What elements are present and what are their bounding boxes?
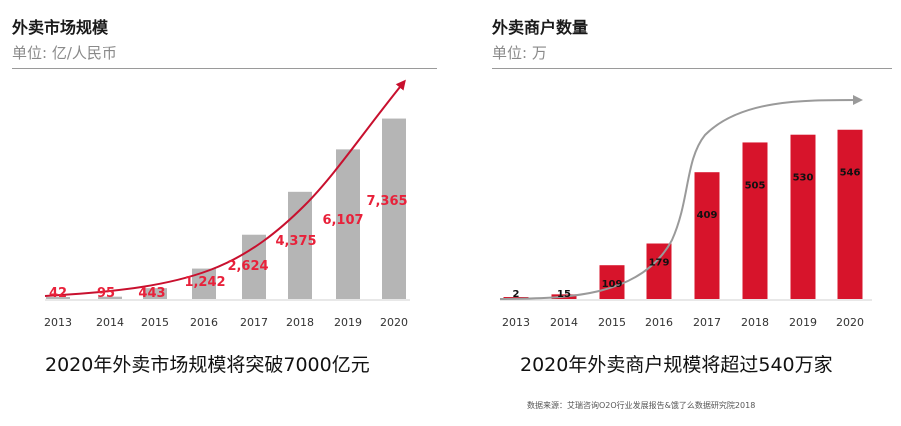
trend-arrow bbox=[499, 95, 863, 300]
value-label-2017: 2,624 bbox=[227, 259, 268, 274]
right-chart-unit: 单位: 万 bbox=[492, 44, 547, 62]
bar-2016 bbox=[646, 243, 672, 299]
right-chart-caption: 2020年外卖商户规模将超过540万家 bbox=[520, 354, 833, 376]
bar-2016 bbox=[192, 268, 216, 299]
bar-2019 bbox=[790, 134, 816, 299]
value-label-2014: 15 bbox=[557, 289, 571, 300]
bar-2018 bbox=[742, 142, 768, 299]
bar-2014 bbox=[98, 296, 122, 299]
bar-2017 bbox=[694, 172, 720, 299]
x-tick-2016: 2016 bbox=[190, 316, 218, 329]
x-tick-2014: 2014 bbox=[96, 316, 124, 329]
bar-2015 bbox=[599, 265, 625, 299]
bar-2013 bbox=[46, 297, 70, 299]
x-tick-2013: 2013 bbox=[502, 316, 530, 329]
left-bar-chart: 2013 2014 2015 2016 2017 2018 2019 2020 42 95 443 1… bbox=[44, 79, 410, 329]
value-label-2018: 505 bbox=[745, 180, 766, 191]
bar-2015 bbox=[143, 288, 167, 299]
x-tick-2016: 2016 bbox=[645, 316, 673, 329]
value-label-2019: 530 bbox=[793, 173, 814, 184]
bar-2017 bbox=[242, 234, 266, 299]
x-tick-2019: 2019 bbox=[789, 316, 817, 329]
value-label-2015: 109 bbox=[602, 279, 623, 290]
value-label-2014: 95 bbox=[97, 286, 115, 301]
value-label-2018: 4,375 bbox=[275, 234, 316, 249]
value-label-2013: 42 bbox=[49, 286, 67, 301]
left-divider bbox=[12, 68, 437, 69]
right-bar-chart: 2013 2014 2015 2016 2017 2018 2019 2020 2 15 109 17… bbox=[499, 95, 872, 329]
value-label-2019: 6,107 bbox=[322, 213, 363, 228]
value-label-2015: 443 bbox=[138, 286, 165, 301]
left-chart-title: 外卖市场规模 bbox=[12, 18, 109, 37]
left-chart-caption: 2020年外卖市场规模将突破7000亿元 bbox=[45, 354, 370, 376]
x-tick-2018: 2018 bbox=[741, 316, 769, 329]
left-chart-unit: 单位: 亿/人民币 bbox=[12, 44, 117, 62]
bar-2020 bbox=[382, 118, 406, 300]
x-tick-2020: 2020 bbox=[380, 316, 408, 329]
x-tick-2015: 2015 bbox=[598, 316, 626, 329]
right-divider bbox=[492, 68, 892, 69]
x-tick-2014: 2014 bbox=[550, 316, 578, 329]
x-tick-2020: 2020 bbox=[836, 316, 864, 329]
value-label-2020: 546 bbox=[840, 168, 861, 179]
value-label-2016: 1,242 bbox=[184, 275, 225, 290]
bar-2019 bbox=[336, 149, 360, 299]
trend-arrow bbox=[44, 79, 406, 297]
value-label-2017: 409 bbox=[697, 210, 718, 221]
x-tick-2018: 2018 bbox=[286, 316, 314, 329]
value-label-2016: 179 bbox=[649, 258, 670, 269]
x-tick-2017: 2017 bbox=[693, 316, 721, 329]
right-chart-title: 外卖商户数量 bbox=[492, 18, 589, 37]
x-tick-2017: 2017 bbox=[240, 316, 268, 329]
value-label-2020: 7,365 bbox=[366, 194, 407, 209]
x-tick-2019: 2019 bbox=[334, 316, 362, 329]
x-tick-2013: 2013 bbox=[44, 316, 72, 329]
bar-2020 bbox=[837, 129, 863, 299]
data-source-note: 数据来源：艾瑞咨询O2O行业发展报告&饿了么数据研究院2018 bbox=[527, 401, 756, 410]
x-tick-2015: 2015 bbox=[141, 316, 169, 329]
value-label-2013: 2 bbox=[513, 289, 520, 300]
